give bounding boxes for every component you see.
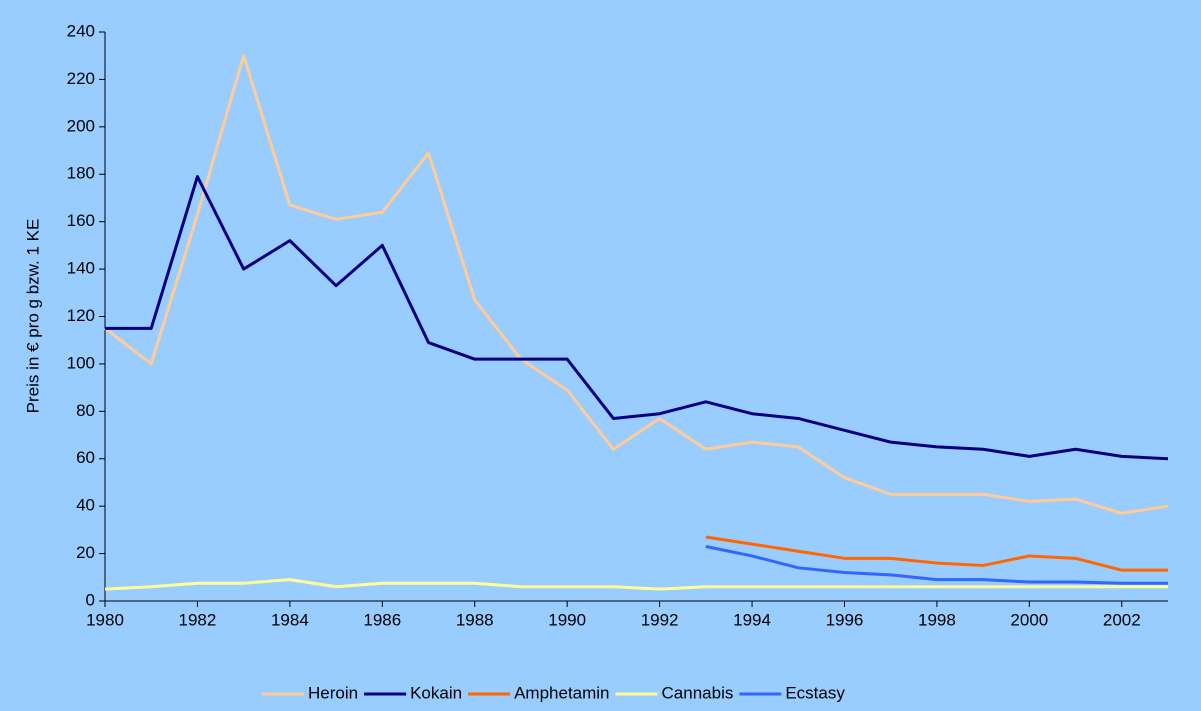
legend-label: Kokain	[410, 683, 462, 702]
y-tick-label: 120	[67, 306, 95, 325]
series-line	[104, 578, 1168, 591]
y-tick-label: 0	[86, 590, 95, 609]
y-tick-label: 140	[67, 259, 95, 278]
x-tick-label: 2002	[1103, 610, 1141, 629]
y-tick-label: 40	[76, 496, 95, 515]
x-tick-label: 1984	[271, 610, 309, 629]
x-tick-label: 1994	[733, 610, 771, 629]
legend-label: Heroin	[308, 683, 358, 702]
series-line	[705, 545, 1168, 585]
legend-label: Ecstasy	[785, 683, 845, 702]
y-tick-label: 60	[76, 448, 95, 467]
series-line	[105, 175, 1169, 461]
x-tick-label: 1980	[86, 610, 124, 629]
y-tick-label: 180	[67, 164, 95, 183]
y-tick-label: 100	[67, 353, 95, 372]
x-tick-label: 2000	[1010, 610, 1048, 629]
x-tick-label: 1998	[918, 610, 956, 629]
x-tick-label: 1982	[179, 610, 217, 629]
y-axis-label: Preis in € pro g bzw. 1 KE	[23, 219, 42, 414]
x-tick-label: 1996	[826, 610, 864, 629]
series-line	[104, 54, 1169, 515]
y-tick-label: 160	[67, 211, 95, 230]
series-line	[705, 535, 1168, 572]
y-tick-label: 220	[67, 69, 95, 88]
y-tick-label: 240	[67, 21, 95, 40]
x-tick-label: 1992	[641, 610, 679, 629]
y-tick-label: 80	[76, 401, 95, 420]
x-tick-label: 1988	[456, 610, 494, 629]
x-tick-label: 1986	[363, 610, 401, 629]
y-tick-label: 200	[67, 116, 95, 135]
y-tick-label: 20	[76, 543, 95, 562]
legend-label: Cannabis	[662, 683, 734, 702]
x-tick-label: 1990	[548, 610, 586, 629]
legend-label: Amphetamin	[514, 683, 609, 702]
